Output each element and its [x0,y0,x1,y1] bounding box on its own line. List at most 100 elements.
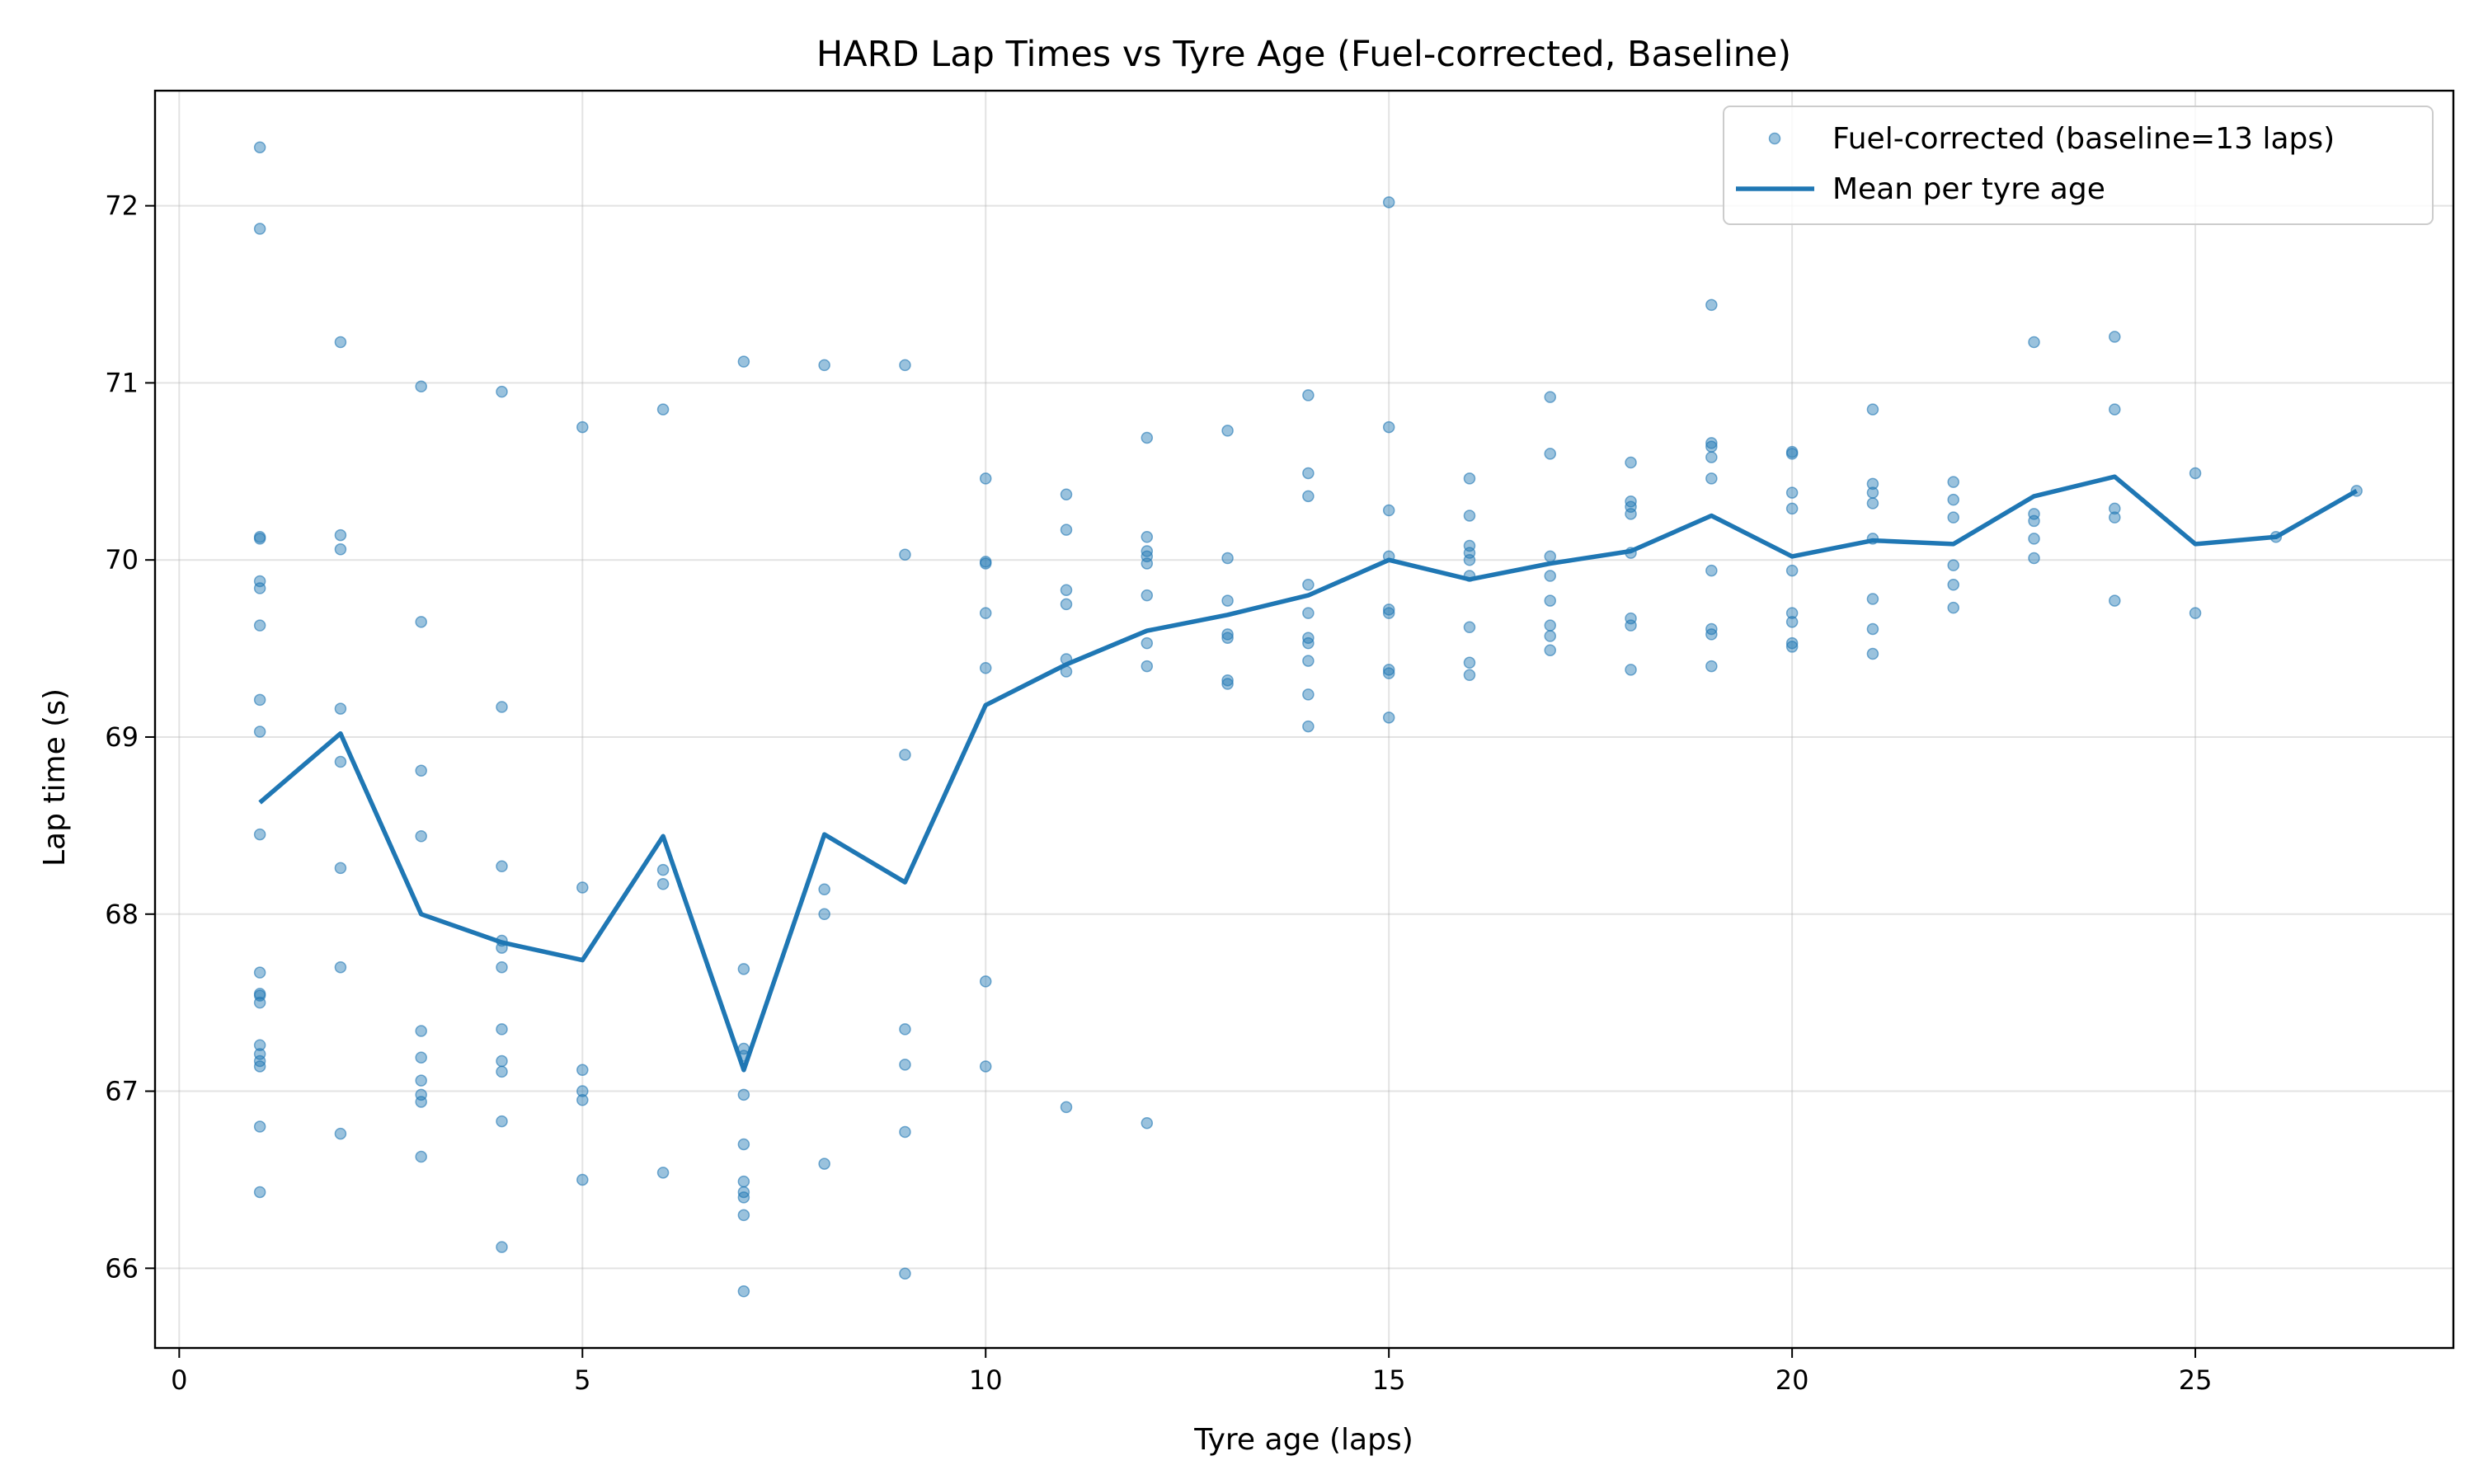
scatter-point [656,863,670,876]
y-axis: 66 67 68 69 70 71 72 [105,190,155,1284]
scatter-point [1463,621,1476,634]
scatter-point [899,749,911,761]
scatter-point [334,960,347,974]
scatter-point [253,996,266,1009]
y-tick-label: 68 [105,899,139,930]
scatter-point [1705,298,1718,312]
scatter-point [415,830,427,843]
scatter-point [415,1074,427,1087]
scatter-point [1866,477,1879,491]
scatter-point [253,966,266,979]
scatter-point [1625,456,1637,469]
scatter-point [1382,504,1395,517]
scatter-point [818,883,830,895]
scatter-point [1221,678,1234,690]
scatter-point [656,1167,670,1179]
scatter-point [1382,607,1395,619]
scatter-point [1382,420,1395,434]
scatter-point [1866,486,1879,499]
chart-title: HARD Lap Times vs Tyre Age (Fuel-correct… [816,34,1791,75]
scatter-point [1141,557,1154,570]
scatter-point [1302,655,1315,667]
scatter-point [1544,570,1557,582]
scatter-point [1382,603,1395,616]
x-tick-label: 25 [2179,1364,2213,1396]
scatter-point [1705,440,1718,453]
scatter-point [1947,511,1959,524]
scatter-point [334,528,347,542]
scatter-point [1866,593,1879,605]
scatter-point [1866,497,1879,510]
x-axis: 0 5 10 15 20 25 [171,1348,2212,1396]
scatter-point [253,619,266,632]
scatter-point [899,1267,911,1280]
scatter-point [2109,594,2121,607]
scatter-point [1221,594,1234,607]
legend-label-mean: Mean per tyre age [1832,172,2105,206]
scatter-point [496,1023,508,1036]
scatter-point [1705,451,1718,463]
scatter-point [899,1125,911,1139]
scatter-point [576,1094,589,1106]
scatter-point [1382,196,1395,209]
y-tick-label: 72 [105,190,139,222]
y-tick-label: 66 [105,1252,139,1284]
scatter-point [1463,472,1476,485]
scatter-point [576,420,589,434]
scatter-point [818,1158,830,1170]
scatter-point [2028,533,2040,545]
scatter-point [1866,647,1879,660]
scatter-point [1302,490,1315,503]
scatter-point [253,1186,266,1199]
y-tick-label: 67 [105,1076,139,1107]
scatter-point [1866,622,1879,636]
scatter-point [1382,664,1395,676]
scatter-point [737,355,750,368]
scatter-point [253,828,266,841]
scatter-point [2109,331,2121,343]
scatter-point [1544,391,1557,403]
scatter-point [415,1051,427,1064]
grid-lines [155,91,2453,1348]
y-axis-label: Lap time (s) [38,688,72,866]
scatter-point [415,380,427,392]
scatter-point [415,1096,427,1108]
scatter-point [1302,688,1315,701]
scatter-point [1705,472,1718,485]
scatter-point [1060,488,1073,500]
scatter-point [1785,502,1799,515]
scatter-point [334,543,347,556]
scatter-point [415,1150,427,1163]
scatter-point [1785,448,1799,460]
scatter-point [1463,656,1476,669]
scatter-point [253,223,266,235]
scatter-point [496,1115,508,1128]
legend-box [1723,106,2434,225]
scatter-point [1463,553,1476,566]
scatter-point [1785,636,1799,650]
y-tick-label: 69 [105,721,139,753]
scatter-point [737,963,750,975]
scatter-point [496,1054,508,1068]
scatter-point [334,702,347,715]
scatter-point [1302,579,1315,591]
scatter-point [1060,1101,1073,1114]
x-tick-label: 20 [1776,1364,1809,1396]
scatter-point [496,385,508,398]
scatter-point [1141,589,1154,602]
scatter-point [656,403,670,416]
scatter-point [576,1173,589,1186]
scatter-point [1785,616,1799,628]
scatter-point [1221,552,1234,565]
scatter-point [253,141,266,153]
scatter-point [737,1175,750,1188]
scatter-point [2109,403,2121,416]
scatter-point [818,908,830,921]
scatter-point [1060,524,1073,536]
scatter-point [1947,476,1959,488]
scatter-point [253,1060,266,1073]
scatter-point [1947,579,1959,591]
scatter-point [1947,559,1959,571]
scatter-point [2028,552,2040,565]
